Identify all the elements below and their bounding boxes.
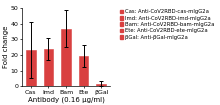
Y-axis label: Fold change: Fold change	[3, 26, 9, 68]
Bar	[26, 50, 36, 86]
Bar	[44, 49, 53, 86]
Bar	[96, 84, 106, 86]
Bar	[61, 29, 71, 86]
Legend: Cas: Anti-CoV2RBD-cas-mIgG2a, Imd: Anti-CoV2RBD-imd-mIgG2a, Bam: Anti-CoV2RBD-ba: Cas: Anti-CoV2RBD-cas-mIgG2a, Imd: Anti-…	[120, 9, 214, 40]
Bar	[79, 56, 88, 86]
X-axis label: Antibody (0.16 µg/ml): Antibody (0.16 µg/ml)	[28, 97, 104, 103]
